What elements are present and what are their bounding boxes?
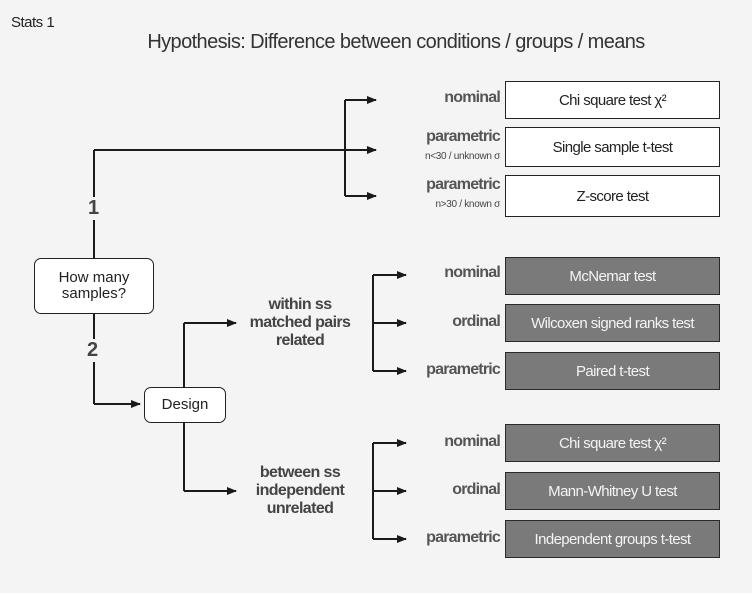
between-label-line: between ss xyxy=(259,464,341,481)
test-box-mcnemar: McNemar test xyxy=(505,257,720,295)
test-name: McNemar test xyxy=(569,267,656,285)
test-box-chi-square-one: Chi square test χ² xyxy=(505,81,720,119)
design-node-label: Design xyxy=(161,396,209,413)
level-ordinal: ordinal xyxy=(452,481,501,498)
within-label-line: within ss xyxy=(268,296,332,313)
test-name: Z-score test xyxy=(576,187,650,205)
within-label-line: matched pairs xyxy=(249,314,351,331)
test-name: Chi square test χ² xyxy=(558,91,667,109)
level-nominal: nominal xyxy=(444,433,501,450)
test-name: Single sample t-test xyxy=(552,138,673,156)
test-name: Independent groups t-test xyxy=(534,530,692,548)
level-nominal: nominal xyxy=(444,89,501,106)
level-ordinal: ordinal xyxy=(452,313,501,330)
between-label-line: unrelated xyxy=(266,500,334,517)
within-label-line: related xyxy=(275,332,325,349)
level-parametric: parametric xyxy=(426,529,501,546)
within-subjects-label: within ss matched pairs related xyxy=(240,296,360,350)
test-name: Chi square test χ² xyxy=(558,434,667,452)
test-box-chi-square-between: Chi square test χ² xyxy=(505,424,720,462)
test-box-paired-t: Paired t-test xyxy=(505,352,720,390)
level-parametric: parametric xyxy=(426,128,501,145)
between-subjects-label: between ss independent unrelated xyxy=(240,464,360,518)
condition-small-sample: n<30 / unknown σ xyxy=(424,151,500,162)
page-title: Hypothesis: Difference between condition… xyxy=(147,31,645,53)
level-parametric: parametric xyxy=(426,176,501,193)
test-box-independent-t: Independent groups t-test xyxy=(505,520,720,558)
test-name: Paired t-test xyxy=(575,362,650,380)
between-label-line: independent xyxy=(255,482,345,499)
test-box-mann-whitney: Mann-Whitney U test xyxy=(505,472,720,510)
test-box-z-score: Z-score test xyxy=(505,175,720,217)
condition-large-sample: n>30 / known σ xyxy=(435,199,500,210)
level-parametric: parametric xyxy=(426,361,501,378)
test-box-single-sample-t: Single sample t-test xyxy=(505,127,720,167)
branch-one-label: 1 xyxy=(86,197,102,220)
start-node: How many samples? xyxy=(34,258,154,314)
start-node-label: How many samples? xyxy=(58,269,130,302)
branch-two-label: 2 xyxy=(85,339,101,362)
test-name: Mann-Whitney U test xyxy=(548,482,677,500)
corner-label: Stats 1 xyxy=(11,14,55,31)
test-box-wilcoxen: Wilcoxen signed ranks test xyxy=(505,304,720,342)
level-nominal: nominal xyxy=(444,264,501,281)
design-node: Design xyxy=(144,387,226,423)
test-name: Wilcoxen signed ranks test xyxy=(531,314,694,332)
